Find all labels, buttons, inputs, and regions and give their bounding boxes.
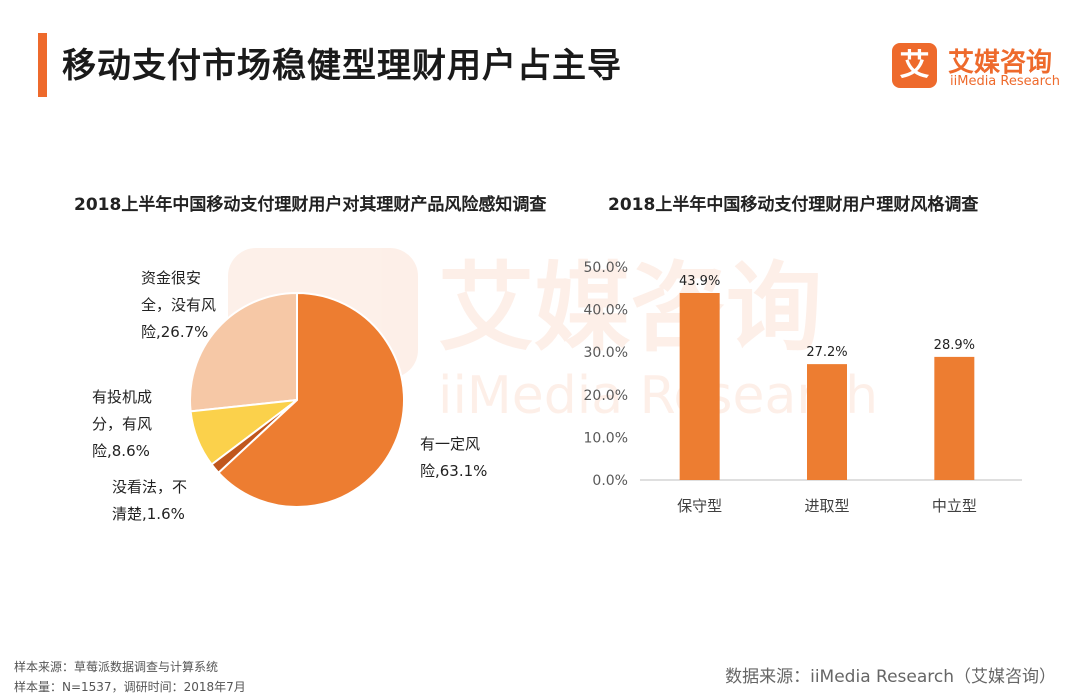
pie-label-line: 险,8.6%	[92, 442, 150, 460]
pie-label-unsure: 没看法，不清楚,1.6%	[112, 474, 187, 528]
pie-label-line: 险,63.1%	[420, 462, 488, 480]
bar-chart-title: 2018上半年中国移动支付理财用户理财风格调查	[608, 195, 979, 215]
data-source: 数据来源：iiMedia Research（艾媒咨询）	[725, 667, 1056, 687]
sample-size-note: 样本量：N=1537，调研时间：2018年7月	[14, 680, 246, 694]
title-accent-bar	[38, 33, 47, 97]
pie-label-line: 清楚,1.6%	[112, 505, 185, 523]
pie-label-line: 没看法，不	[112, 478, 188, 496]
pie-label-line: 有投机成	[92, 388, 153, 406]
y-tick-label: 20.0%	[584, 388, 628, 404]
bar	[679, 292, 720, 480]
bar-value-label: 27.2%	[806, 345, 847, 360]
pie-label-line: 有一定风	[420, 435, 481, 453]
y-tick-label: 50.0%	[584, 260, 628, 276]
brand-logo: 艾 艾媒咨询 iiMedia Research	[892, 40, 1062, 100]
bar-value-label: 43.9%	[679, 274, 720, 289]
x-tick-label: 进取型	[804, 497, 849, 515]
pie-label-line: 全，没有风	[141, 296, 217, 314]
pie-label-line: 险,26.7%	[141, 323, 209, 341]
y-tick-label: 10.0%	[584, 430, 628, 446]
pie-slice-some-risk	[217, 291, 405, 508]
logo-glyph: 艾	[892, 43, 937, 88]
y-tick-label: 0.0%	[592, 473, 628, 489]
logo-name-en: iiMedia Research	[950, 74, 1061, 89]
sample-source-note: 样本来源：草莓派数据调查与计算系统	[14, 660, 219, 674]
x-tick-label: 保守型	[677, 497, 722, 515]
x-tick-label: 中立型	[932, 497, 977, 515]
bar	[934, 356, 975, 480]
bar	[807, 364, 847, 480]
pie-chart-title: 2018上半年中国移动支付理财用户对其理财产品风险感知调查	[74, 195, 547, 215]
page-title: 移动支付市场稳健型理财用户占主导	[62, 46, 622, 86]
logo-name-cn: 艾媒咨询	[948, 48, 1053, 78]
pie-label-speculative: 有投机成分，有风险,8.6%	[92, 384, 152, 465]
pie-label-line: 分，有风	[92, 415, 153, 433]
pie-label-some-risk: 有一定风险,63.1%	[420, 431, 487, 485]
pie-label-safe: 资金很安全，没有风险,26.7%	[141, 265, 216, 346]
pie-slice-safe	[189, 291, 298, 413]
bar-value-label: 28.9%	[934, 338, 975, 353]
y-tick-label: 40.0%	[584, 303, 628, 319]
y-tick-label: 30.0%	[584, 345, 628, 361]
pie-label-line: 资金很安	[141, 269, 202, 287]
